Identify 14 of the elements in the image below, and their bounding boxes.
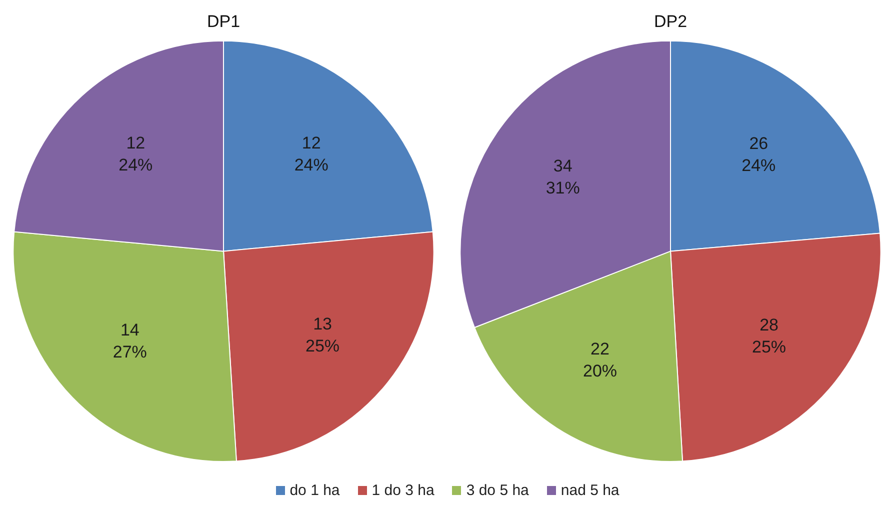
legend-label: nad 5 ha — [560, 482, 620, 499]
legend-label: 1 do 3 ha — [372, 482, 434, 499]
data-label: 28 25% — [752, 315, 786, 356]
data-label: 34 31% — [546, 156, 580, 198]
data-label: 26 24% — [742, 134, 776, 175]
legend-label: do 1 ha — [290, 482, 340, 499]
chart-title: DP1 — [206, 12, 240, 31]
data-label: 12 24% — [294, 134, 328, 175]
data-label: 22 20% — [582, 340, 618, 381]
legend-label: 3 do 5 ha — [466, 482, 529, 499]
data-label: 13 25% — [306, 314, 340, 356]
chart-title: DP2 — [654, 12, 688, 31]
data-label: 14 27% — [112, 320, 147, 362]
data-label: 12 24% — [118, 134, 153, 175]
